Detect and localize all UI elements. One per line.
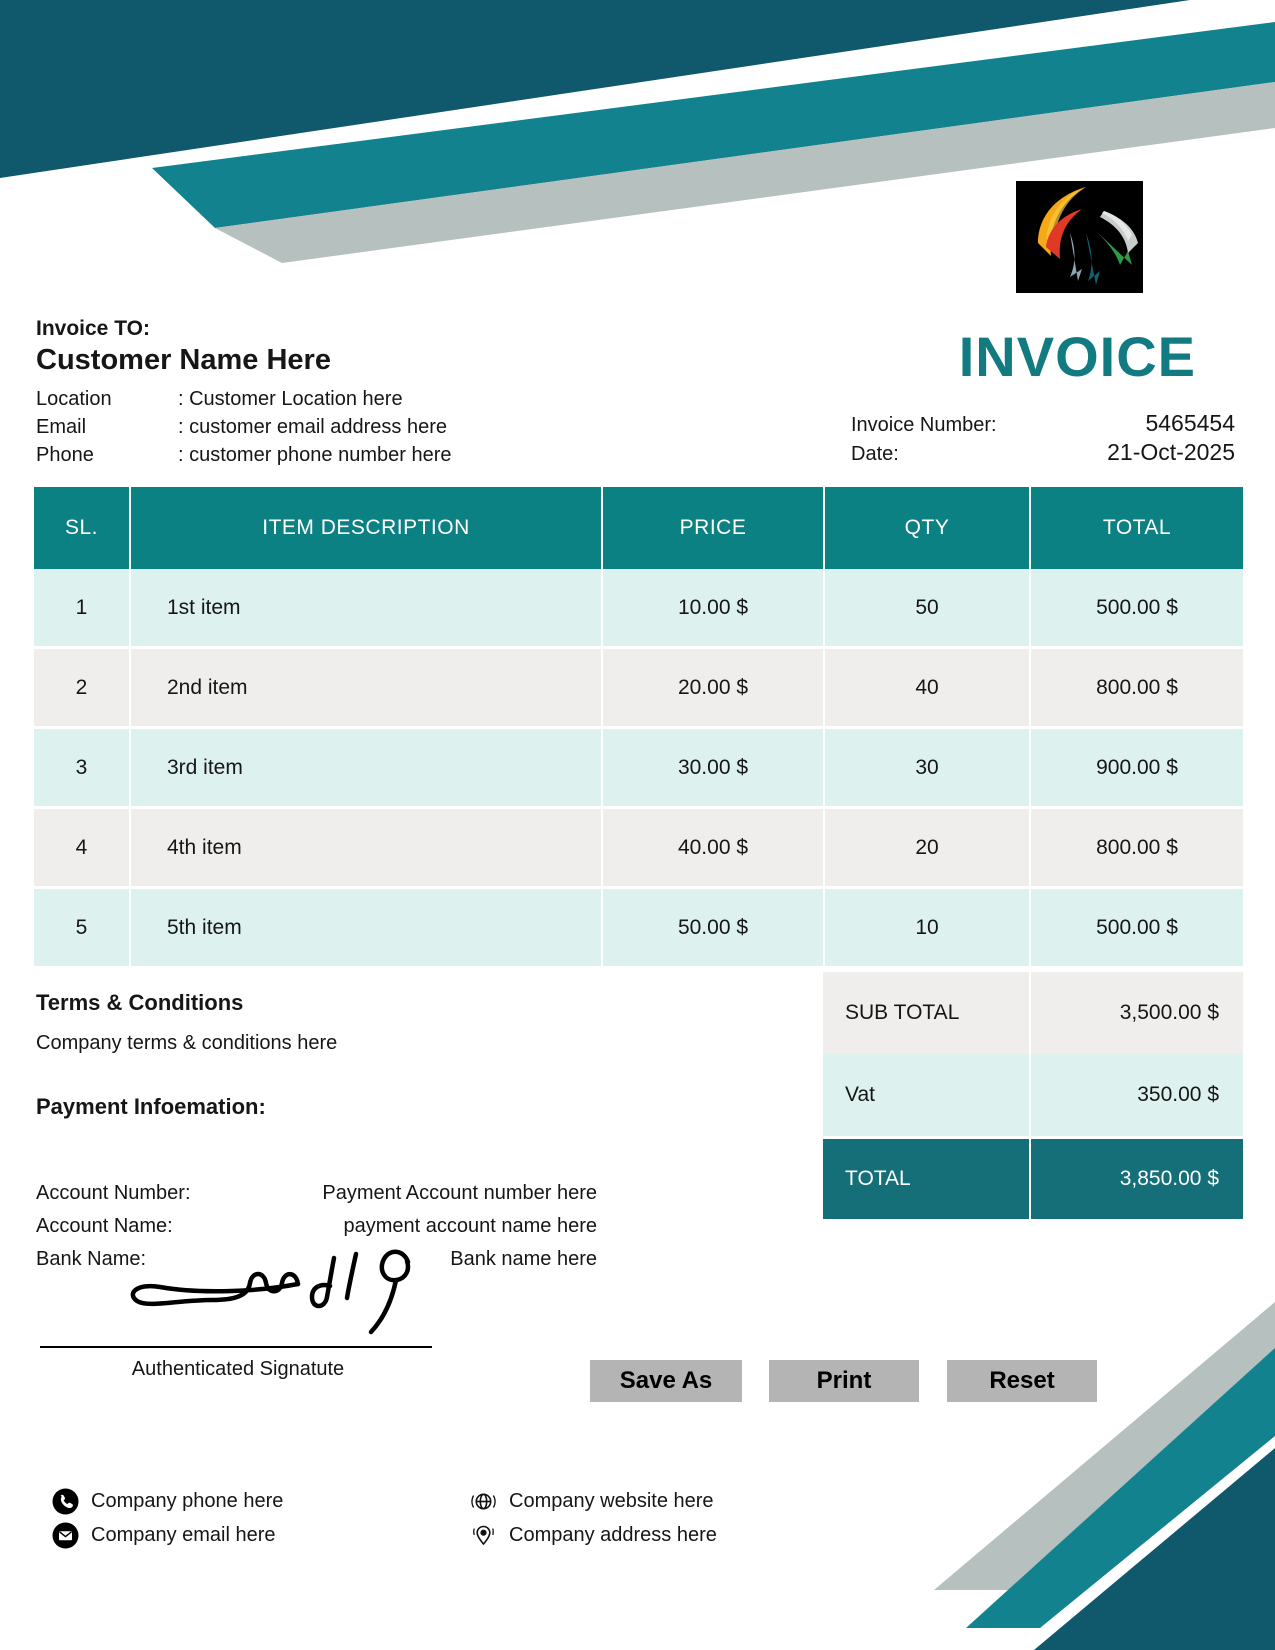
location-value: : Customer Location here — [178, 388, 403, 410]
invoice-number-value: 5465454 — [1145, 410, 1235, 436]
cell-qty: 40 — [823, 649, 1029, 726]
cell-price: 20.00 $ — [601, 649, 823, 726]
vat-label: Vat — [845, 1083, 875, 1106]
print-button[interactable]: Print — [769, 1360, 919, 1402]
account-name-value: payment account name here — [343, 1215, 598, 1237]
cell-sl: 3 — [75, 755, 88, 779]
totals-panel: SUB TOTAL 3,500.00 $ Vat 350.00 $ TOTAL … — [823, 972, 1243, 1219]
account-number-label: Account Number: — [36, 1182, 191, 1204]
table-header-row: SL. ITEM DESCRIPTION PRICE QTY TOTAL — [34, 487, 1243, 569]
vat-value: 350.00 $ — [1029, 1054, 1243, 1136]
subtotal-value: 3,500.00 $ — [1029, 972, 1243, 1054]
reset-button[interactable]: Reset — [947, 1360, 1097, 1402]
col-header-sl: SL. — [64, 516, 99, 539]
cell-qty: 50 — [823, 569, 1029, 646]
col-header-total: TOTAL — [1029, 487, 1243, 569]
table-row: 5 5th item 50.00 $ 10 500.00 $ — [34, 889, 1243, 969]
cell-total: 800.00 $ — [1029, 809, 1243, 886]
account-name-row: Account Name: payment account name here — [36, 1215, 597, 1238]
table-row: 4 4th item 40.00 $ 20 800.00 $ — [34, 809, 1243, 889]
customer-phone-row: Phone : customer phone number here — [36, 444, 596, 467]
email-value: : customer email address here — [178, 416, 448, 438]
account-number-row: Account Number: Payment Account number h… — [36, 1182, 597, 1205]
cell-total: 500.00 $ — [1029, 569, 1243, 646]
cell-desc: 5th item — [129, 889, 601, 966]
account-name-label: Account Name: — [36, 1215, 173, 1237]
company-address-text: Company address here — [509, 1524, 717, 1546]
company-phone-contact: Company phone here — [52, 1488, 283, 1515]
signature-caption: Authenticated Signatute — [131, 1358, 345, 1380]
cell-desc: 4th item — [129, 809, 601, 886]
table-row: 3 3rd item 30.00 $ 30 900.00 $ — [34, 729, 1243, 809]
table-row: 2 2nd item 20.00 $ 40 800.00 $ — [34, 649, 1243, 729]
location-label: Location — [36, 388, 112, 410]
invoice-number-label: Invoice Number: — [851, 414, 997, 436]
invoice-date-row: Date: 21-Oct-2025 — [851, 439, 1235, 466]
signature-scribble — [130, 1249, 411, 1335]
cell-sl: 1 — [75, 595, 88, 619]
cell-price: 40.00 $ — [601, 809, 823, 886]
cell-total: 800.00 $ — [1029, 649, 1243, 726]
cell-sl: 4 — [75, 835, 88, 859]
company-email-text: Company email here — [91, 1524, 276, 1546]
payment-heading: Payment Infoemation: — [36, 1094, 266, 1119]
grand-total-label: TOTAL — [845, 1167, 911, 1190]
phone-icon — [52, 1488, 79, 1515]
invoice-number-row: Invoice Number: 5465454 — [851, 410, 1235, 437]
cell-sl: 5 — [75, 915, 88, 939]
cell-total: 500.00 $ — [1029, 889, 1243, 966]
vat-row: Vat 350.00 $ — [823, 1054, 1243, 1136]
bank-name-value: Bank name here — [450, 1248, 597, 1270]
invoice-date-label: Date: — [851, 443, 899, 465]
cell-qty: 30 — [823, 729, 1029, 806]
logo-swoosh-icon — [1038, 187, 1138, 285]
subtotal-label: SUB TOTAL — [845, 1001, 960, 1024]
customer-location-row: Location : Customer Location here — [36, 388, 596, 411]
cell-total: 900.00 $ — [1029, 729, 1243, 806]
company-logo — [1016, 181, 1143, 293]
bank-name-label: Bank Name: — [36, 1248, 147, 1270]
items-table: SL. ITEM DESCRIPTION PRICE QTY TOTAL 1 1… — [34, 487, 1243, 969]
customer-email-row: Email : customer email address here — [36, 416, 596, 439]
email-icon — [52, 1522, 79, 1549]
cell-desc: 1st item — [129, 569, 601, 646]
phone-label: Phone — [36, 444, 94, 466]
subtotal-row: SUB TOTAL 3,500.00 $ — [823, 972, 1243, 1054]
signature-line — [40, 1346, 432, 1348]
page-title: INVOICE — [958, 325, 1196, 388]
cell-sl: 2 — [75, 675, 88, 699]
grand-total-row: TOTAL 3,850.00 $ — [823, 1139, 1243, 1219]
globe-icon — [470, 1488, 497, 1515]
company-website-contact: Company website here — [470, 1488, 714, 1515]
phone-value: : customer phone number here — [178, 444, 452, 466]
cell-price: 30.00 $ — [601, 729, 823, 806]
cell-qty: 20 — [823, 809, 1029, 886]
cell-desc: 2nd item — [129, 649, 601, 726]
save-as-button[interactable]: Save As — [590, 1360, 742, 1402]
company-email-contact: Company email here — [52, 1522, 276, 1549]
cell-price: 10.00 $ — [601, 569, 823, 646]
terms-body: Company terms & conditions here — [36, 1032, 338, 1054]
cell-price: 50.00 $ — [601, 889, 823, 966]
col-header-qty: QTY — [823, 487, 1029, 569]
customer-name: Customer Name Here — [36, 344, 331, 376]
company-address-contact: Company address here — [470, 1522, 717, 1549]
col-header-desc: ITEM DESCRIPTION — [129, 487, 601, 569]
company-website-text: Company website here — [509, 1490, 714, 1512]
invoice-to-label: Invoice TO: — [36, 317, 150, 340]
table-row: 1 1st item 10.00 $ 50 500.00 $ — [34, 569, 1243, 649]
bank-name-row: Bank Name: Bank name here — [36, 1248, 597, 1271]
email-label: Email — [36, 416, 87, 438]
grand-total-value: 3,850.00 $ — [1029, 1139, 1243, 1219]
company-phone-text: Company phone here — [91, 1490, 284, 1512]
cell-desc: 3rd item — [129, 729, 601, 806]
location-pin-icon — [470, 1522, 497, 1549]
col-header-price: PRICE — [601, 487, 823, 569]
cell-qty: 10 — [823, 889, 1029, 966]
account-number-value: Payment Account number here — [322, 1182, 597, 1204]
terms-heading: Terms & Conditions — [36, 990, 244, 1015]
invoice-date-value: 21-Oct-2025 — [1107, 439, 1235, 465]
